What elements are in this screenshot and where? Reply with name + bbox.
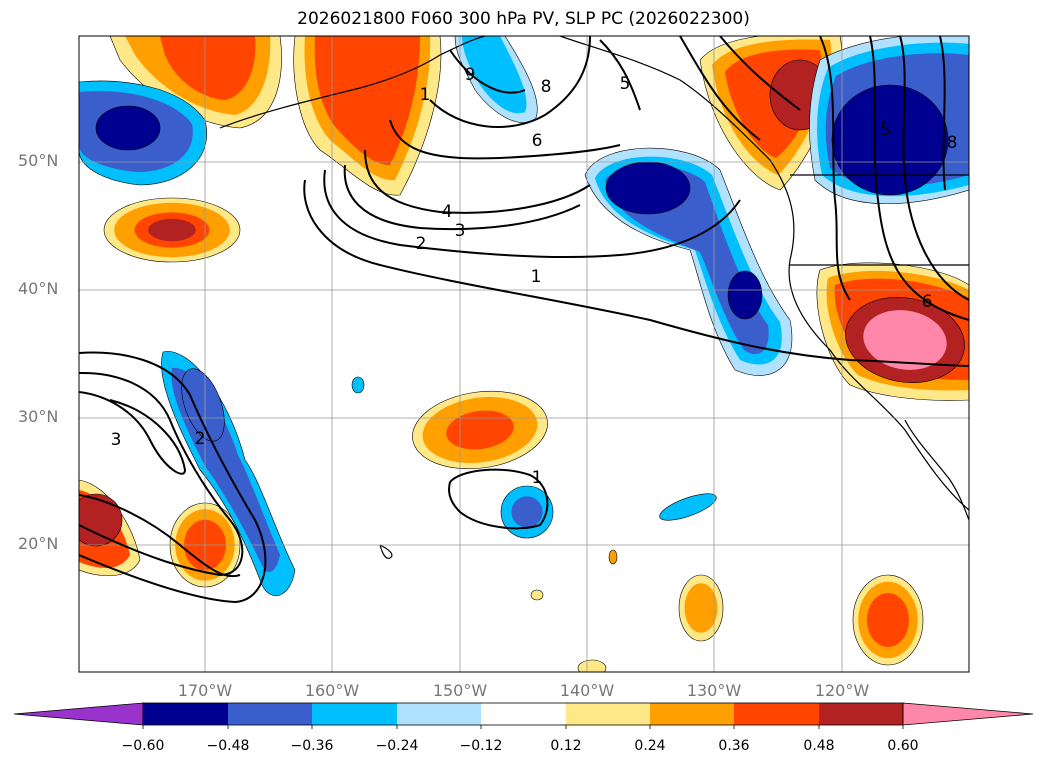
contour-label: 2: [416, 234, 427, 254]
slp-contour-line: [869, 36, 969, 321]
pv-shading: [79, 36, 969, 672]
slp-contour-line: [939, 36, 946, 191]
contour-label: 6: [922, 292, 933, 312]
longitude-label: 130°W: [686, 681, 742, 700]
pv-positive-region: [446, 410, 514, 450]
pv-positive-region: [577, 659, 607, 672]
slp-contour-line: [79, 391, 187, 475]
colorbar-tick-label: −0.36: [290, 738, 334, 754]
pv-negative-region: [727, 270, 763, 320]
contour-label: 8: [947, 133, 958, 153]
slp-contour-line: [449, 49, 526, 94]
colorbar-tick-label: 0.12: [550, 738, 582, 754]
coastline: [559, 36, 969, 511]
slp-contours: [79, 36, 969, 604]
colorbar-tick-label: 0.48: [803, 738, 835, 754]
colorbar-tick-label: −0.12: [459, 738, 503, 754]
longitude-label: 160°W: [304, 681, 360, 700]
pv-positive-region: [867, 593, 909, 647]
latitude-label: 30°N: [18, 407, 59, 426]
contour-label: 3: [455, 221, 466, 241]
coastlines: [219, 36, 969, 559]
latitude-label: 40°N: [18, 279, 59, 298]
pv-negative-region: [462, 36, 527, 114]
pv-negative-region: [181, 368, 225, 442]
pv-positive-region: [684, 583, 718, 633]
pv-positive-region: [79, 493, 123, 547]
colorbar-segment: [397, 703, 481, 725]
longitude-label: 150°W: [432, 681, 488, 700]
colorbar-tick-label: 0.24: [634, 738, 666, 754]
colorbar-segment: [734, 703, 819, 725]
contour-label: 2: [195, 429, 206, 449]
longitude-label: 140°W: [559, 681, 615, 700]
slp-contour-line: [79, 371, 244, 577]
longitude-label: 170°W: [177, 681, 233, 700]
colorbar-extend-high: [902, 702, 1034, 726]
slp-contour-line: [429, 36, 591, 128]
coastline: [219, 36, 486, 129]
slp-contour-line: [819, 36, 851, 301]
slp-contour-line: [899, 36, 969, 301]
coastline: [379, 544, 393, 559]
slp-contour-line: [79, 494, 241, 578]
pv-positive-region: [863, 310, 947, 370]
slp-contour-line: [323, 169, 741, 258]
contour-label: 4: [442, 202, 453, 222]
colorbar-segment: [312, 703, 397, 725]
colorbar-tick-label: 0.36: [718, 738, 750, 754]
colorbar-tick-label: −0.48: [206, 738, 250, 754]
slp-contour-line: [679, 36, 761, 141]
map-frame: [78, 35, 970, 673]
contour-label: 5: [880, 120, 891, 140]
map-title: 2026021800 F060 300 hPa PV, SLP PC (2026…: [297, 9, 750, 29]
colorbar-segment: [650, 703, 734, 725]
contour-label: 9: [465, 65, 476, 85]
colorbar-tick-label: 0.60: [887, 738, 919, 754]
pv-positive-region: [148, 218, 196, 242]
longitude-label: 120°W: [814, 681, 870, 700]
contour-label: 1: [531, 267, 542, 287]
contour-label: 8: [541, 77, 552, 97]
pv-positive-region: [160, 36, 256, 100]
gridlines: [79, 36, 969, 672]
slp-contour-line: [599, 39, 641, 111]
colorbar-extend-low: [13, 702, 144, 726]
contour-label: 1: [532, 468, 543, 488]
slp-contour-line: [364, 149, 591, 214]
slp-contour-line: [389, 119, 621, 160]
pv-negative-region: [95, 105, 161, 151]
colorbar-tick-label: −0.24: [375, 738, 419, 754]
pv-positive-region: [530, 589, 544, 601]
colorbar-segment: [228, 703, 312, 725]
colorbar-frame: [142, 702, 904, 726]
colorbar-tick-label: −0.60: [121, 738, 165, 754]
pv-negative-region: [511, 496, 543, 528]
slp-contour-line: [303, 179, 969, 367]
latitude-label: 50°N: [18, 151, 59, 170]
slp-contour-line: [448, 468, 549, 530]
pv-negative-region: [659, 493, 717, 521]
colorbar-segment: [143, 703, 228, 725]
colorbar-segment: [819, 703, 903, 725]
slp-contour-line: [343, 164, 581, 231]
pv-negative-region: [831, 84, 949, 196]
contour-label: 3: [111, 430, 122, 450]
contour-label: 5: [620, 74, 631, 94]
latitude-label: 20°N: [18, 534, 59, 553]
pv-negative-region: [351, 376, 365, 394]
colorbar-segment: [566, 703, 650, 725]
slp-contour-line: [79, 351, 267, 604]
contour-label: 6: [532, 131, 543, 151]
pv-positive-region: [314, 36, 420, 165]
coastline: [904, 419, 969, 521]
slp-contour-line: [719, 36, 801, 111]
colorbar-segment: [481, 703, 566, 725]
contour-label: 1: [420, 85, 431, 105]
pv-positive-region: [608, 549, 618, 565]
